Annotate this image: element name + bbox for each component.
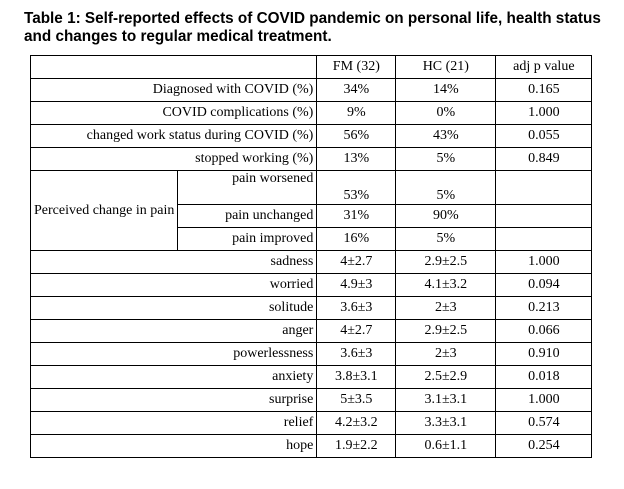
row-label: surprise	[29, 388, 318, 412]
table-row: solitude 3.6±3 2±3 0.213	[29, 296, 593, 320]
table-row: pain unchanged 31% 90%	[31, 204, 593, 228]
cell-p: 0.165	[495, 78, 593, 102]
table-row: anxiety 3.8±3.1 2.5±2.9 0.018	[29, 365, 593, 389]
cell-hc: 5%	[395, 227, 497, 251]
cell-fm: 3.6±3	[316, 342, 397, 366]
cell-hc: 4.1±3.2	[395, 273, 497, 297]
table-row: Perceived change in pain pain worsened 5…	[29, 170, 593, 251]
header-p: adj p value	[495, 55, 593, 79]
header-fm: FM (32)	[316, 55, 397, 79]
cell-p: 0.055	[495, 124, 593, 148]
row-label: anxiety	[29, 365, 318, 389]
row-label: stopped working (%)	[29, 147, 318, 171]
row-label: pain improved	[177, 227, 318, 251]
cell-hc: 43%	[395, 124, 497, 148]
cell-hc: 0.6±1.1	[395, 434, 497, 458]
cell-fm: 1.9±2.2	[316, 434, 397, 458]
cell-hc: 5%	[395, 147, 497, 171]
cell-p: 0.213	[495, 296, 593, 320]
cell-hc: 2.5±2.9	[395, 365, 497, 389]
row-label: pain unchanged	[177, 204, 318, 228]
header-row: FM (32) HC (21) adj p value	[29, 55, 593, 79]
cell-p	[495, 170, 593, 205]
cell-hc: 2.9±2.5	[395, 250, 497, 274]
cell-fm: 4±2.7	[316, 250, 397, 274]
row-label: COVID complications (%)	[29, 101, 318, 125]
header-hc: HC (21)	[395, 55, 497, 79]
cell-p: 1.000	[495, 388, 593, 412]
cell-fm: 3.6±3	[316, 296, 397, 320]
cell-fm: 4±2.7	[316, 319, 397, 343]
cell-p: 0.849	[495, 147, 593, 171]
table-row: sadness 4±2.7 2.9±2.5 1.000	[29, 250, 593, 274]
cell-p: 0.910	[495, 342, 593, 366]
cell-fm: 4.2±3.2	[316, 411, 397, 435]
table-row: relief 4.2±3.2 3.3±3.1 0.574	[29, 411, 593, 435]
cell-fm: 9%	[316, 101, 397, 125]
row-label: pain worsened	[177, 170, 318, 205]
cell-fm: 16%	[316, 227, 397, 251]
pain-group-label: Perceived change in pain	[29, 170, 179, 251]
table-row: worried 4.9±3 4.1±3.2 0.094	[29, 273, 593, 297]
cell-hc: 3.1±3.1	[395, 388, 497, 412]
cell-p: 0.066	[495, 319, 593, 343]
cell-p: 1.000	[495, 101, 593, 125]
table-row: powerlessness 3.6±3 2±3 0.910	[29, 342, 593, 366]
table-row: hope 1.9±2.2 0.6±1.1 0.254	[29, 434, 593, 458]
row-label: Diagnosed with COVID (%)	[29, 78, 318, 102]
cell-p	[495, 204, 593, 228]
cell-hc: 2.9±2.5	[395, 319, 497, 343]
table-row: surprise 5±3.5 3.1±3.1 1.000	[29, 388, 593, 412]
cell-p: 1.000	[495, 250, 593, 274]
cell-fm: 4.9±3	[316, 273, 397, 297]
cell-hc: 0%	[395, 101, 497, 125]
header-empty-cell	[29, 55, 318, 79]
table-row: Diagnosed with COVID (%) 34% 14% 0.165	[29, 78, 593, 102]
cell-fm: 53%	[316, 170, 397, 205]
cell-p: 0.094	[495, 273, 593, 297]
row-label: solitude	[29, 296, 318, 320]
cell-fm: 3.8±3.1	[316, 365, 397, 389]
cell-fm: 5±3.5	[316, 388, 397, 412]
table-row: COVID complications (%) 9% 0% 1.000	[29, 101, 593, 125]
cell-p: 0.574	[495, 411, 593, 435]
cell-hc: 3.3±3.1	[395, 411, 497, 435]
row-label: worried	[29, 273, 318, 297]
row-label: powerlessness	[29, 342, 318, 366]
table-row: anger 4±2.7 2.9±2.5 0.066	[29, 319, 593, 343]
row-label: changed work status during COVID (%)	[29, 124, 318, 148]
results-table: FM (32) HC (21) adj p value Diagnosed wi…	[29, 55, 593, 458]
table-row: changed work status during COVID (%) 56%…	[29, 124, 593, 148]
row-label: relief	[29, 411, 318, 435]
row-label: hope	[29, 434, 318, 458]
cell-p: 0.018	[495, 365, 593, 389]
cell-fm: 34%	[316, 78, 397, 102]
cell-hc: 90%	[395, 204, 497, 228]
cell-hc: 14%	[395, 78, 497, 102]
cell-p	[495, 227, 593, 251]
table-row: pain improved 16% 5%	[31, 227, 593, 251]
cell-fm: 13%	[316, 147, 397, 171]
cell-hc: 2±3	[395, 296, 497, 320]
table-caption: Table 1: Self-reported effects of COVID …	[24, 10, 601, 45]
cell-fm: 56%	[316, 124, 397, 148]
table-row: stopped working (%) 13% 5% 0.849	[29, 147, 593, 171]
cell-p: 0.254	[495, 434, 593, 458]
row-label: anger	[29, 319, 318, 343]
cell-hc: 5%	[395, 170, 497, 205]
cell-fm: 31%	[316, 204, 397, 228]
row-label: sadness	[29, 250, 318, 274]
cell-hc: 2±3	[395, 342, 497, 366]
